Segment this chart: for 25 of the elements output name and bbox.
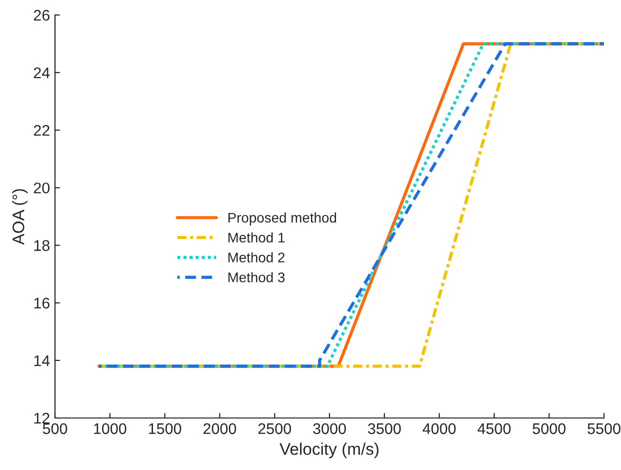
x-tick-label: 5500 xyxy=(588,423,620,434)
legend-label: Method 2 xyxy=(228,252,285,262)
legend-label: Proposed method xyxy=(228,212,336,226)
y-tick-label: 12 xyxy=(34,412,50,424)
x-tick-label: 1000 xyxy=(94,423,126,434)
x-tick-label: 5000 xyxy=(532,423,566,434)
x-tick-label: 3000 xyxy=(313,423,346,434)
x-tick-label: 2000 xyxy=(203,423,236,434)
legend-label: Method 1 xyxy=(228,232,285,243)
x-tick-label: 1500 xyxy=(148,423,182,434)
x-tick-label: 4500 xyxy=(478,423,511,434)
y-tick-label: 24 xyxy=(34,67,50,78)
x-tick-label: 2500 xyxy=(258,423,291,434)
y-axis-title: AOA (°) xyxy=(12,189,28,245)
y-tick-label: 20 xyxy=(34,182,50,194)
y-tick-label: 26 xyxy=(34,10,50,21)
y-tick-label: 22 xyxy=(34,125,50,136)
x-axis-title: Velocity (m/s) xyxy=(280,442,378,458)
y-tick-label: 14 xyxy=(34,355,50,366)
y-tick-label: 18 xyxy=(34,240,50,251)
x-tick-label: 500 xyxy=(42,423,68,434)
legend-label: Method 3 xyxy=(228,272,285,282)
x-tick-label: 3500 xyxy=(368,423,401,434)
y-tick-label: 16 xyxy=(34,298,50,309)
x-tick-label: 4000 xyxy=(422,423,456,434)
